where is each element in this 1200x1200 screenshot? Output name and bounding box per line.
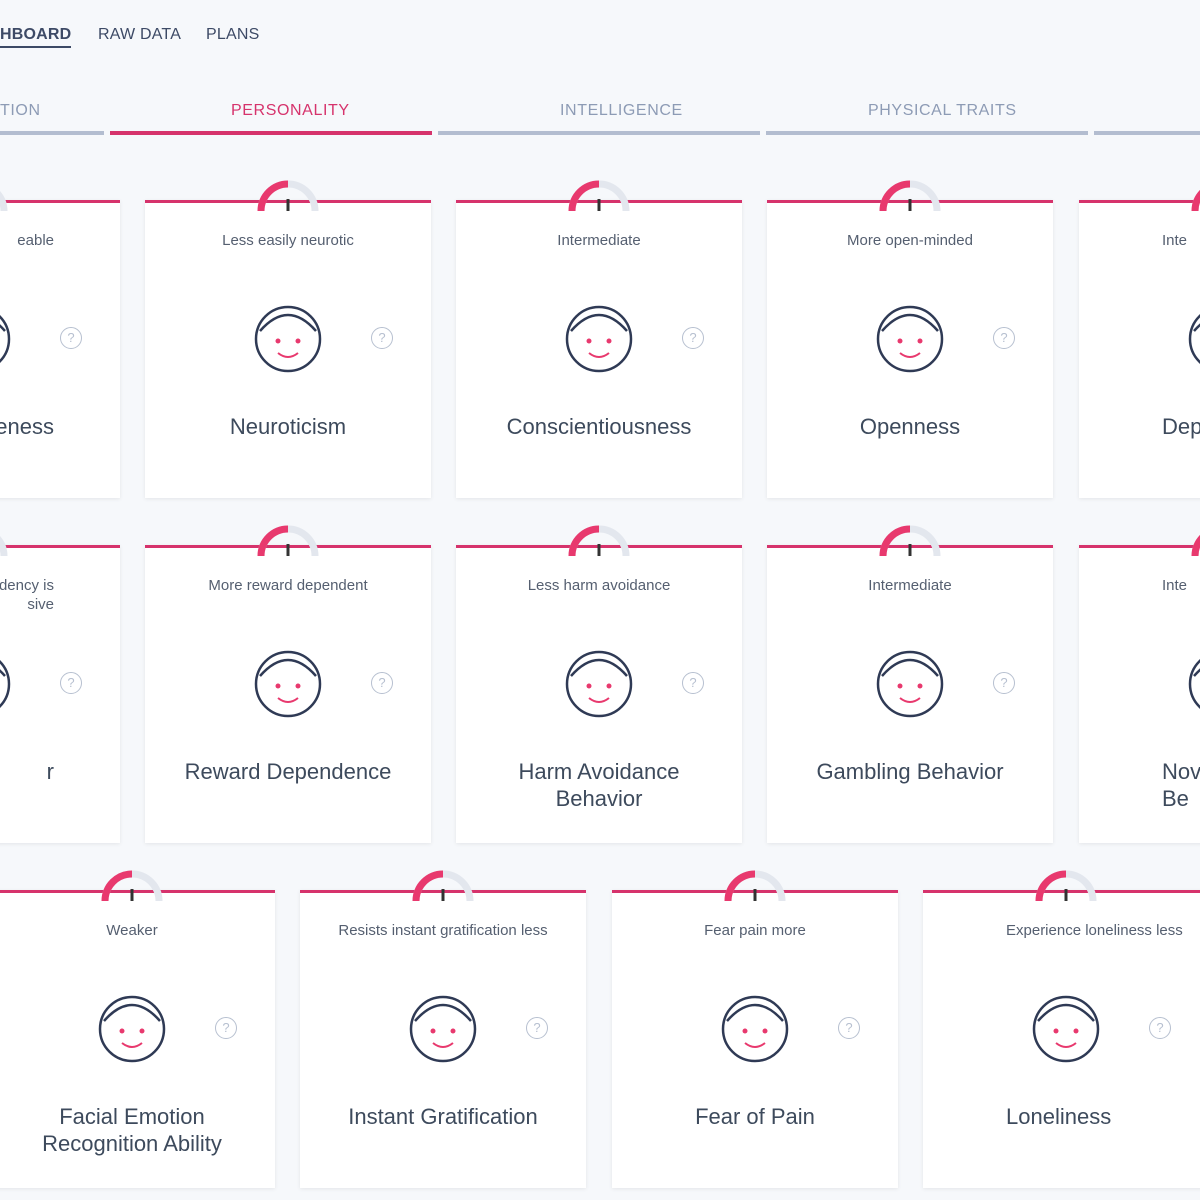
help-button[interactable]: ? bbox=[371, 672, 393, 694]
help-button[interactable]: ? bbox=[682, 672, 704, 694]
trait-status: Less harm avoidance bbox=[527, 577, 671, 594]
tab-underline bbox=[438, 131, 760, 135]
trait-status: More reward dependent bbox=[208, 577, 368, 594]
trait-card[interactable]: More open-minded? Openness bbox=[767, 180, 1053, 498]
gauge bbox=[1191, 534, 1200, 557]
trait-card[interactable]: Less harm avoidance? Harm Avoidance Behav… bbox=[456, 525, 742, 843]
help-button[interactable]: ? bbox=[993, 672, 1015, 694]
trait-icon bbox=[254, 650, 322, 718]
trait-icon bbox=[1188, 314, 1200, 364]
category-tab[interactable]: PERSONALITY bbox=[231, 102, 350, 119]
category-tab[interactable]: TION bbox=[0, 102, 41, 119]
trait-title: Dep bbox=[1162, 414, 1200, 439]
help-button[interactable]: ? bbox=[838, 1017, 860, 1039]
trait-icon bbox=[1188, 659, 1200, 709]
trait-status: Inte bbox=[1162, 577, 1188, 594]
nav-link[interactable]: HBOARD bbox=[0, 26, 72, 48]
help-button[interactable]: ? bbox=[60, 672, 82, 694]
tab-underline bbox=[1094, 131, 1200, 135]
trait-status: Less easily neurotic bbox=[222, 232, 354, 249]
gauge bbox=[724, 870, 786, 902]
gauge bbox=[879, 525, 941, 557]
help-button[interactable]: ? bbox=[60, 327, 82, 349]
trait-status: Fear pain more bbox=[704, 922, 806, 939]
trait-icon bbox=[98, 995, 166, 1063]
gauge bbox=[0, 191, 8, 212]
trait-card[interactable]: More reward dependent? Reward Dependence bbox=[145, 525, 431, 843]
tab-underline bbox=[110, 131, 432, 135]
trait-card[interactable]: Fear pain more? Fear of Pain bbox=[612, 870, 898, 1188]
gauge bbox=[1191, 189, 1200, 212]
trait-status: Intermediate bbox=[868, 577, 952, 594]
trait-card[interactable]: Resists instant gratification less? Insta… bbox=[300, 870, 586, 1188]
trait-card[interactable]: Intermediate? Gambling Behavior bbox=[767, 525, 1053, 843]
trait-icon bbox=[565, 650, 633, 718]
gauge bbox=[257, 180, 319, 212]
trait-icon bbox=[0, 659, 11, 709]
help-button[interactable]: ? bbox=[993, 327, 1015, 349]
trait-status: Experience loneliness less bbox=[1006, 922, 1183, 939]
gauge bbox=[0, 536, 8, 557]
trait-status: eable bbox=[17, 232, 54, 249]
trait-card[interactable]: Experience loneliness less? Loneliness bbox=[923, 870, 1200, 1188]
trait-title: Gambling Behavior bbox=[816, 759, 1004, 784]
trait-title: Harm Avoidance Behavior bbox=[518, 759, 680, 811]
trait-icon bbox=[1032, 995, 1100, 1063]
trait-icon bbox=[876, 305, 944, 373]
category-tab[interactable]: INTELLIGENCE bbox=[560, 102, 683, 119]
gauge bbox=[1035, 870, 1097, 902]
nav-link[interactable]: PLANS bbox=[206, 26, 260, 43]
trait-title: Openness bbox=[859, 414, 961, 439]
trait-title: Conscientiousness bbox=[506, 414, 692, 439]
trait-card[interactable]: Intermediate? Conscientiousness bbox=[456, 180, 742, 498]
trait-card[interactable]: Less easily neurotic? Neuroticism bbox=[145, 180, 431, 498]
trait-title: Novelt Be bbox=[1162, 759, 1200, 811]
help-button[interactable]: ? bbox=[1149, 1017, 1171, 1039]
category-tab[interactable]: PHYSICAL TRAITS bbox=[868, 102, 1017, 119]
trait-title: Loneliness bbox=[1006, 1104, 1112, 1129]
tab-underline bbox=[0, 131, 104, 135]
trait-title: Facial Emotion Recognition Ability bbox=[42, 1104, 222, 1156]
trait-title: eness bbox=[0, 414, 54, 439]
trait-status: Resists instant gratification less bbox=[338, 922, 548, 939]
gauge bbox=[568, 180, 630, 212]
help-button[interactable]: ? bbox=[526, 1017, 548, 1039]
trait-card[interactable]: eable? eness bbox=[0, 191, 120, 498]
trait-icon bbox=[0, 314, 11, 364]
trait-title: Fear of Pain bbox=[695, 1104, 815, 1129]
trait-card[interactable]: Weaker? Facial Emotion Recognition Abilit… bbox=[0, 870, 275, 1188]
gauge bbox=[879, 180, 941, 212]
trait-icon bbox=[254, 305, 322, 373]
trait-card[interactable]: Inte?Dep bbox=[1079, 189, 1200, 498]
trait-title: Neuroticism bbox=[229, 414, 347, 439]
gauge bbox=[101, 870, 163, 902]
trait-status: Inte bbox=[1162, 232, 1188, 249]
trait-status: Weaker bbox=[106, 922, 158, 939]
tab-underline bbox=[766, 131, 1088, 135]
trait-title: Instant Gratification bbox=[348, 1104, 538, 1129]
trait-icon bbox=[565, 305, 633, 373]
trait-icon bbox=[876, 650, 944, 718]
gauge bbox=[412, 870, 474, 902]
nav-link[interactable]: RAW DATA bbox=[98, 26, 182, 43]
gauge bbox=[568, 525, 630, 557]
help-button[interactable]: ? bbox=[215, 1017, 237, 1039]
trait-status: ndency is sive bbox=[0, 577, 54, 613]
trait-status: More open-minded bbox=[847, 232, 973, 249]
help-button[interactable]: ? bbox=[371, 327, 393, 349]
gauge bbox=[257, 525, 319, 557]
trait-title: r bbox=[46, 759, 54, 784]
trait-status: Intermediate bbox=[557, 232, 641, 249]
trait-icon bbox=[721, 995, 789, 1063]
help-button[interactable]: ? bbox=[682, 327, 704, 349]
trait-icon bbox=[409, 995, 477, 1063]
trait-card[interactable]: Inte?Novelt Be bbox=[1079, 534, 1200, 843]
trait-title: Reward Dependence bbox=[184, 759, 392, 784]
trait-card[interactable]: ndency is sive? r bbox=[0, 536, 120, 843]
